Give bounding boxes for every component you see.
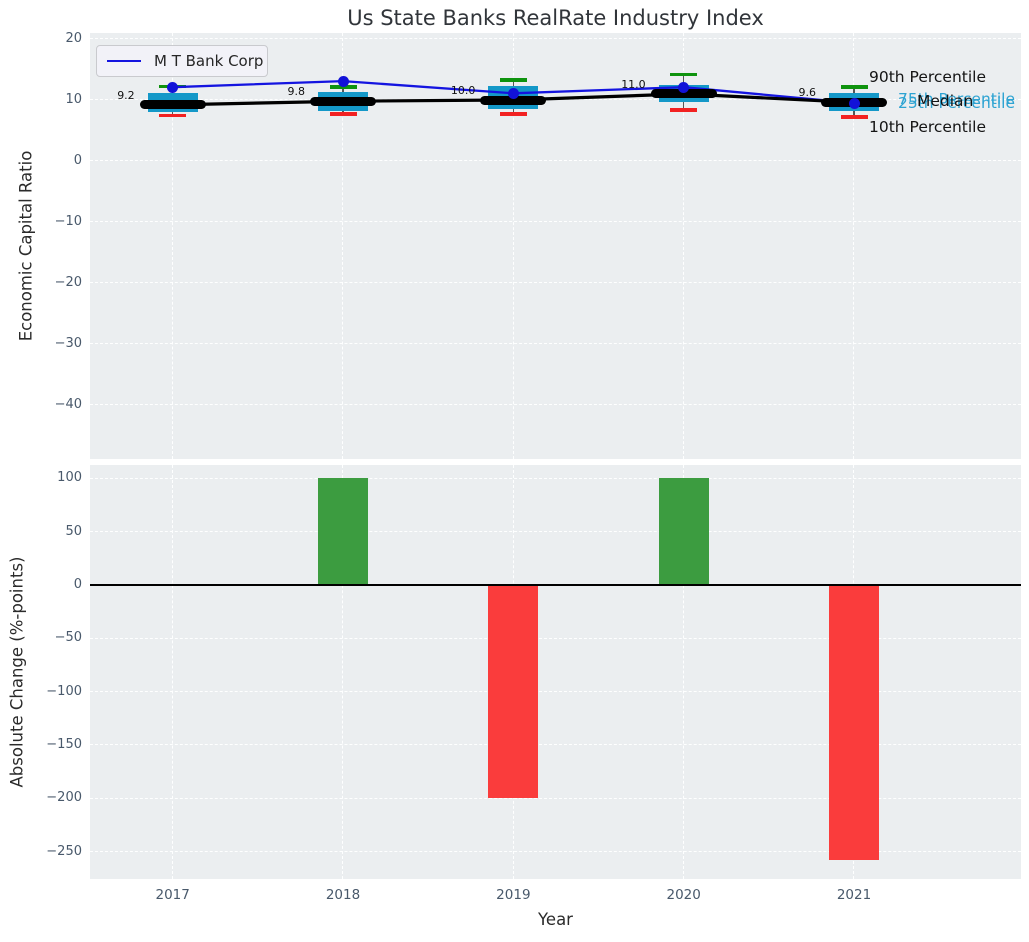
y-tick-label: −10 — [54, 214, 82, 229]
gridline-vertical — [682, 465, 684, 879]
y-tick-label: −40 — [54, 397, 82, 412]
p10-whisker-cap — [499, 112, 527, 116]
zero-line — [90, 584, 1021, 586]
x-axis-label: Year — [538, 910, 573, 929]
change-bar-positive — [658, 478, 709, 585]
x-tick-label: 2021 — [836, 887, 872, 903]
gridline-vertical — [853, 33, 855, 459]
gridline-horizontal — [90, 38, 1021, 40]
y-tick-label: 50 — [65, 523, 82, 539]
median-value-label: 10.0 — [450, 84, 476, 97]
annotation-25th-percentile: 25th Percentile — [898, 93, 1016, 112]
median-value-label: 9.6 — [798, 86, 817, 100]
gridline-horizontal — [90, 221, 1021, 223]
annotation-median: Median — [917, 92, 974, 110]
median-value-label: 11.0 — [621, 77, 646, 91]
chart-title: Us State Banks RealRate Industry Index — [347, 6, 764, 30]
y-tick-label: −50 — [54, 630, 82, 646]
median-value-label: 9.2 — [117, 88, 135, 102]
median-bar — [139, 100, 206, 110]
y-tick-label: 0 — [73, 153, 82, 168]
change-bar-positive — [318, 478, 369, 585]
median-bar — [650, 89, 717, 99]
legend: M T Bank Corp — [96, 45, 268, 77]
y-tick-label: −150 — [46, 736, 82, 752]
x-tick-label: 2020 — [666, 887, 701, 903]
gridline-horizontal — [90, 404, 1021, 406]
gridline-horizontal — [90, 797, 1021, 799]
x-tick-label: 2019 — [496, 887, 531, 903]
y-tick-label: 0 — [73, 577, 82, 592]
change-bar-negative — [829, 585, 880, 861]
gridline-horizontal — [90, 637, 1021, 639]
median-bar — [480, 95, 547, 105]
gridline-horizontal — [90, 282, 1021, 284]
gridline-horizontal — [90, 850, 1021, 852]
p10-whisker-cap — [159, 113, 187, 117]
gridline-vertical — [682, 33, 684, 459]
p10-whisker-cap — [840, 115, 868, 119]
y-tick-label: 100 — [57, 470, 82, 486]
x-tick-label: 2017 — [155, 887, 190, 903]
y-tick-label: −20 — [54, 275, 82, 290]
y-tick-label: −200 — [46, 790, 82, 806]
gridline-vertical — [342, 465, 344, 879]
company-marker — [167, 81, 179, 93]
p90-whisker-cap — [670, 72, 698, 77]
x-tick-label: 2018 — [325, 887, 361, 903]
p10-whisker-cap — [329, 112, 357, 116]
y-tick-label: 10 — [65, 92, 82, 107]
legend-label: M T Bank Corp — [154, 52, 264, 70]
gridline-horizontal — [90, 477, 1021, 479]
gridline-horizontal — [90, 531, 1021, 532]
company-marker — [507, 87, 519, 99]
gridline-horizontal — [90, 160, 1021, 162]
gridline-vertical — [342, 33, 344, 459]
gridline-vertical — [172, 465, 173, 879]
p90-whisker-cap — [329, 85, 357, 89]
gridline-vertical — [172, 33, 173, 459]
annotation-75th-percentile: 75th Percentile — [898, 90, 1016, 108]
gridline-horizontal — [90, 343, 1021, 345]
y-tick-label: −100 — [46, 683, 82, 699]
legend-line-sample — [107, 60, 141, 62]
company-marker — [337, 75, 349, 87]
annotation-90th-percentile: 90th Percentile — [869, 68, 987, 86]
y-tick-label: −250 — [46, 843, 82, 859]
gridline-horizontal — [90, 690, 1021, 692]
change-bar-negative — [488, 585, 539, 799]
y-tick-label: 20 — [65, 31, 82, 46]
y-axis-label-bottom: Absolute Change (%-points) — [7, 556, 27, 788]
y-tick-label: −30 — [54, 336, 82, 351]
median-value-label: 9.8 — [287, 85, 306, 99]
p90-whisker-cap — [840, 85, 868, 89]
gridline-vertical — [512, 33, 514, 459]
gridline-horizontal — [90, 744, 1021, 746]
company-marker — [678, 81, 690, 93]
median-bar — [310, 96, 377, 106]
y-axis-label-top: Economic Capital Ratio — [16, 150, 36, 342]
annotation-10th-percentile: 10th Percentile — [869, 117, 987, 136]
company-marker — [848, 97, 860, 109]
p10-whisker-cap — [670, 108, 698, 112]
p90-whisker-cap — [499, 78, 527, 82]
